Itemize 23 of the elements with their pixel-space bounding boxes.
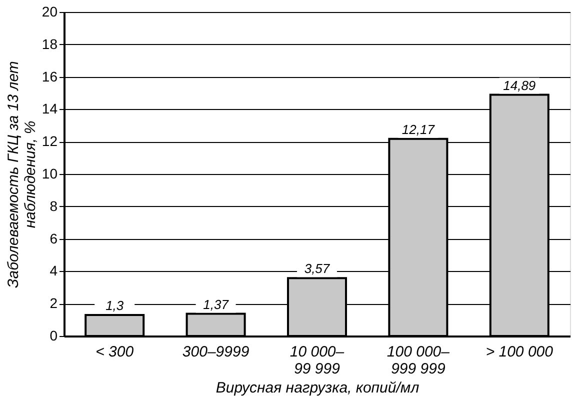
y-tick-label: 16 [42, 68, 58, 84]
y-tick-label: 2 [50, 295, 58, 312]
data-label: 14,89 [503, 78, 536, 93]
y-tick-label: 4 [50, 262, 58, 279]
x-tick-label: 10 000– 99 999 [290, 344, 345, 378]
x-tick-label: > 100 000 [486, 344, 554, 360]
x-axis-title: Вирусная нагрузка, копий/мл [216, 380, 420, 396]
y-tick-label: 12 [42, 133, 58, 150]
y-tick-label: 14 [42, 100, 58, 117]
data-label: 1,3 [106, 298, 124, 313]
y-tick-label: 0 [50, 328, 58, 344]
y-tick-label: 10 [42, 166, 58, 182]
data-label: 1,37 [203, 296, 230, 312]
x-tick-label: 100 000– 999 999 [386, 344, 450, 378]
data-label: 3,57 [304, 261, 330, 276]
x-tick-label: 300–9999 [182, 344, 250, 360]
y-tick-label: 18 [42, 36, 58, 52]
data-label: 12,17 [402, 122, 436, 137]
x-tick-label: < 300 [96, 344, 134, 360]
y-tick-label: 20 [42, 4, 58, 20]
y-tick-label: 6 [50, 230, 58, 246]
y-tick-label: 8 [50, 198, 58, 214]
y-axis-title: Заболеваемость ГКЦ за 13 лет наблюдения, % [4, 61, 39, 288]
